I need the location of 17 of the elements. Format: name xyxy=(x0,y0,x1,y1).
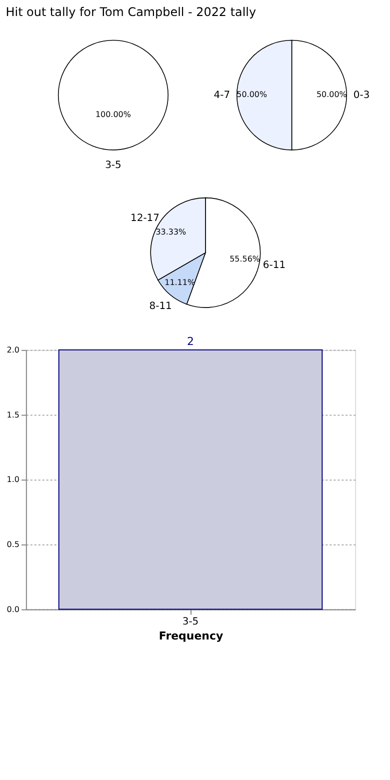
y-tick-label: 0.0 xyxy=(6,604,20,614)
y-tick-label: 1.5 xyxy=(6,410,20,420)
chart-title: Hit out tally for Tom Campbell - 2022 tally xyxy=(6,4,256,19)
data-label: 33.33% xyxy=(156,228,187,237)
x-axis-title: Frequency xyxy=(158,630,224,643)
slice-label: 6-11 xyxy=(262,260,286,271)
slice-label: 3-5 xyxy=(105,160,122,171)
slice-label: 4-7 xyxy=(214,90,230,102)
y-tick-label: 2.0 xyxy=(6,345,20,354)
data-label: 2 xyxy=(187,334,194,348)
slice-label: 0-3 xyxy=(353,90,370,102)
slice-label: 8-11 xyxy=(149,301,172,312)
y-tick-label: 0.5 xyxy=(6,540,20,549)
y-tick-label: 1.0 xyxy=(6,475,20,484)
slice-label: 12-17 xyxy=(130,212,160,224)
data-label: 55.56% xyxy=(230,254,260,264)
data-label: 100.00% xyxy=(95,110,132,120)
